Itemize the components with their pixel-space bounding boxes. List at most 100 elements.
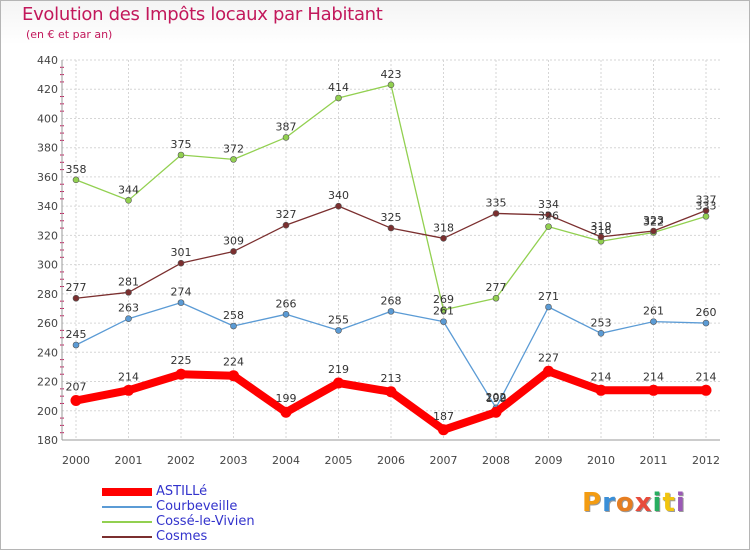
logo-letter: x: [634, 488, 653, 518]
legend: ASTILLé Courbeveille Cossé-le-Vivien Cosmes: [102, 484, 255, 544]
logo-letter: t: [662, 488, 676, 518]
data-point: [280, 406, 292, 418]
chart-subtitle: (en € et par an): [26, 28, 113, 41]
data-point: [177, 151, 185, 159]
data-label: 423: [381, 68, 402, 81]
data-label: 309: [223, 234, 244, 247]
data-point: [72, 341, 80, 349]
data-point: [492, 294, 500, 302]
data-label: 187: [433, 410, 454, 423]
data-label: 274: [171, 286, 192, 299]
legend-swatch: [102, 520, 152, 523]
data-point: [700, 384, 712, 396]
data-point: [490, 406, 502, 418]
y-tick-label: 280: [37, 288, 58, 301]
data-label: 225: [171, 354, 192, 367]
logo-letter: P: [582, 488, 603, 518]
data-label: 214: [591, 370, 612, 383]
y-tick-label: 180: [37, 434, 58, 447]
data-label: 199: [276, 392, 297, 405]
data-point: [175, 368, 187, 380]
data-label: 322: [643, 215, 664, 228]
data-point: [125, 197, 132, 204]
legend-swatch: [102, 487, 152, 496]
data-label: 316: [591, 224, 612, 237]
x-tick-label: 2009: [535, 454, 563, 467]
data-label: 327: [276, 208, 297, 221]
data-point: [335, 327, 342, 334]
data-label: 213: [381, 372, 402, 385]
data-label: 358: [66, 163, 87, 176]
y-tick-label: 200: [37, 405, 58, 418]
data-point: [597, 233, 605, 241]
data-label: 214: [118, 370, 139, 383]
data-point: [648, 384, 659, 396]
data-label: 301: [171, 246, 192, 259]
data-label: 335: [486, 196, 507, 209]
logo-letter: i: [652, 488, 663, 518]
data-label: 325: [381, 211, 402, 224]
y-tick-label: 300: [37, 259, 58, 272]
data-label: 277: [66, 281, 87, 294]
legend-swatch: [102, 505, 152, 508]
data-label: 387: [276, 120, 297, 133]
data-label: 266: [276, 297, 297, 310]
data-point: [333, 377, 344, 389]
data-label: 333: [696, 199, 717, 212]
x-tick-label: 2008: [482, 454, 510, 467]
data-label: 260: [696, 306, 717, 319]
data-point: [385, 386, 397, 398]
proxiti-logo: Proxiti: [582, 488, 686, 518]
data-label: 214: [696, 370, 717, 383]
data-label: 263: [118, 302, 139, 315]
x-tick-label: 2011: [640, 454, 668, 467]
data-label: 245: [66, 328, 87, 341]
y-tick-label: 380: [37, 142, 58, 155]
x-tick-label: 2007: [430, 454, 458, 467]
data-point: [70, 395, 82, 407]
data-label: 337: [696, 194, 717, 207]
data-label: 207: [66, 381, 87, 394]
data-point: [597, 330, 605, 337]
data-label: 258: [223, 309, 244, 322]
data-point: [230, 322, 237, 330]
data-label: 261: [643, 305, 664, 318]
data-label: 202: [486, 391, 507, 404]
y-tick-label: 240: [37, 346, 58, 359]
data-point: [545, 303, 552, 311]
data-label: 281: [118, 275, 139, 288]
data-label: 414: [328, 81, 349, 94]
y-tick-label: 360: [37, 171, 58, 184]
data-label: 269: [433, 293, 454, 306]
logo-letter: i: [675, 488, 686, 518]
legend-label: ASTILLé: [156, 484, 208, 499]
data-point: [650, 227, 657, 235]
data-label: 271: [538, 290, 559, 303]
data-label: 340: [328, 189, 349, 202]
legend-item: Cossé-le-Vivien: [102, 514, 255, 529]
data-label: 224: [223, 356, 244, 369]
data-point: [387, 81, 395, 89]
data-point: [440, 318, 447, 325]
data-point: [595, 384, 607, 396]
data-point: [125, 289, 132, 296]
data-point: [228, 370, 239, 382]
data-label: 214: [643, 370, 664, 383]
logo-letter: o: [615, 488, 635, 518]
data-label: 323: [643, 214, 664, 227]
data-point: [230, 156, 237, 163]
data-label: 334: [538, 198, 559, 211]
y-tick-label: 440: [37, 54, 58, 67]
data-label: 375: [171, 138, 192, 151]
y-tick-label: 320: [37, 229, 58, 242]
x-tick-label: 2004: [272, 454, 300, 467]
data-point: [72, 176, 80, 184]
y-tick-label: 340: [37, 200, 58, 213]
data-label: 318: [433, 221, 454, 234]
data-label: 199: [486, 392, 507, 405]
legend-item: ASTILLé: [102, 484, 255, 499]
y-tick-label: 260: [37, 317, 58, 330]
data-point: [387, 224, 395, 232]
data-point: [702, 207, 710, 214]
